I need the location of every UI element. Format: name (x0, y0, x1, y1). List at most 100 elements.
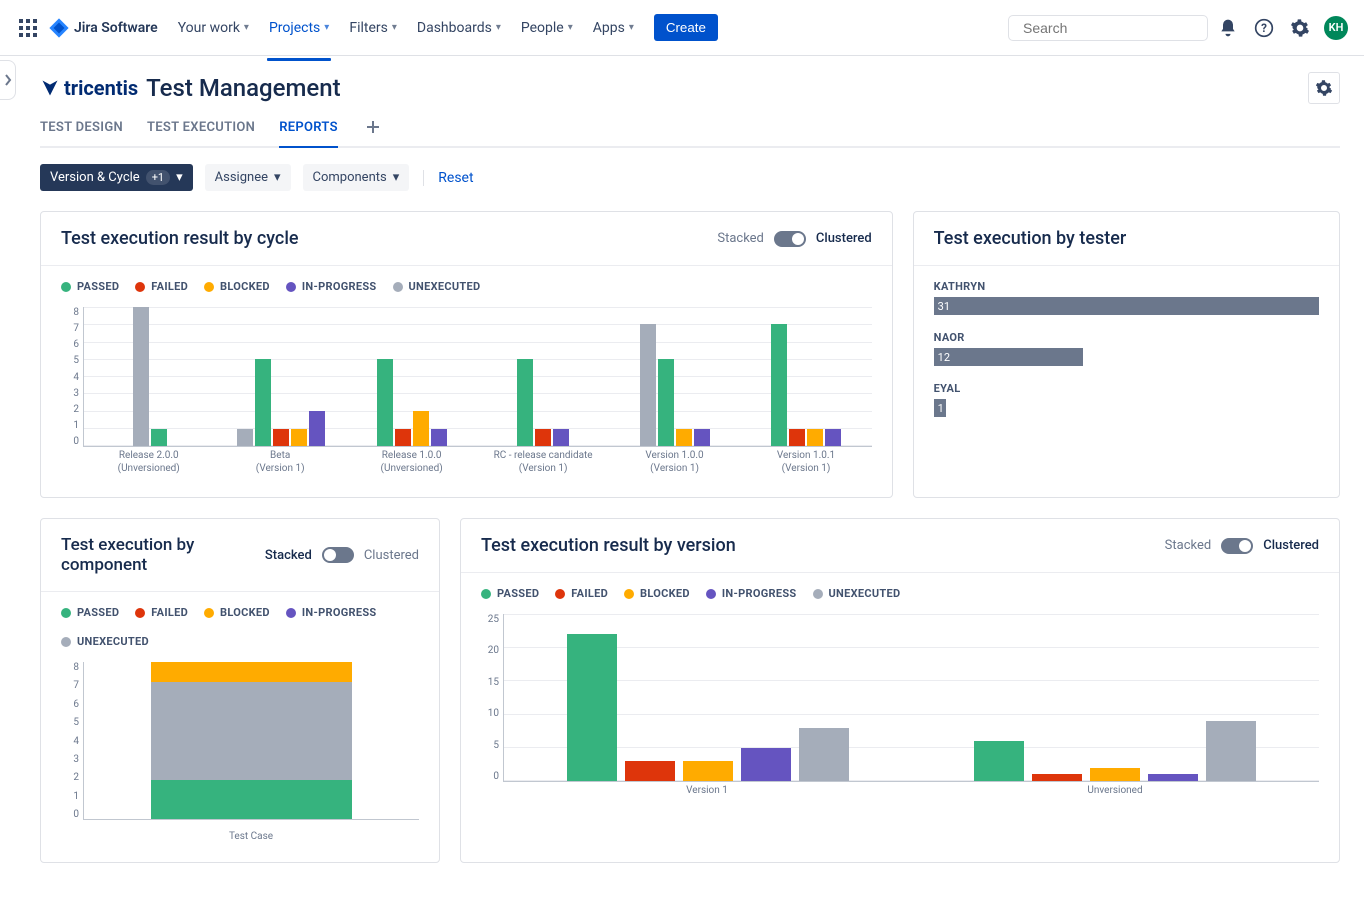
nav-item-projects[interactable]: Projects▾ (261, 12, 337, 44)
filter-row: Version & Cycle +1 ▾ Assignee ▾ Componen… (40, 164, 1340, 191)
legend-blocked: BLOCKED (624, 587, 690, 600)
component-toggle-switch[interactable] (322, 547, 354, 563)
cycle-cluster (347, 307, 478, 446)
bar-passed (255, 359, 271, 446)
nav-item-apps[interactable]: Apps▾ (585, 12, 642, 44)
cycle-x-label: Release 1.0.0(Unversioned) (346, 449, 477, 477)
bar-blocked (291, 429, 307, 446)
chevron-down-icon: ▾ (568, 22, 573, 33)
legend-passed: PASSED (61, 606, 119, 619)
search-input[interactable] (1023, 20, 1204, 36)
version-toggle-switch[interactable] (1221, 538, 1253, 554)
cycle-cluster (215, 307, 346, 446)
tester-bar: 12 (934, 348, 1083, 366)
card-version-title: Test execution result by version (481, 535, 736, 556)
filter-version-cycle[interactable]: Version & Cycle +1 ▾ (40, 164, 193, 191)
bar-unexecuted (640, 324, 656, 446)
reset-filters-link[interactable]: Reset (423, 170, 473, 186)
card-tester: Test execution by tester KATHRYN31NAOR12… (913, 211, 1340, 498)
tester-row: NAOR12 (934, 331, 1319, 366)
global-settings-icon[interactable] (1284, 12, 1316, 44)
component-legend: PASSED FAILED BLOCKED IN-PROGRESS UNEXECUTED (61, 606, 419, 648)
version-x-label: Version 1 (503, 784, 911, 804)
jira-logo[interactable]: Jira Software (48, 17, 158, 39)
chevron-down-icon: ▾ (324, 22, 329, 33)
card-component-title: Test execution by component (61, 535, 265, 575)
chevron-down-icon: ▾ (392, 22, 397, 33)
search-box[interactable] (1008, 15, 1208, 41)
jira-logo-text: Jira Software (74, 20, 158, 36)
component-y-axis: 876543210 (61, 662, 79, 820)
cycle-x-labels: Release 2.0.0(Unversioned)Beta(Version 1… (83, 449, 872, 477)
stack-seg-unexecuted (151, 682, 352, 780)
bar-blocked (1090, 768, 1140, 781)
app-switcher-icon[interactable] (12, 12, 44, 44)
bar-unexecuted (133, 307, 149, 446)
stack-seg-blocked (151, 662, 352, 682)
cycle-x-label: Version 1.0.1(Version 1) (740, 449, 871, 477)
version-x-label: Unversioned (911, 784, 1319, 804)
cycle-cluster (478, 307, 609, 446)
nav-item-filters[interactable]: Filters▾ (341, 12, 405, 44)
avatar-initials: KH (1324, 16, 1348, 40)
chevron-down-icon: ▾ (274, 170, 281, 185)
cycle-y-axis: 876543210 (61, 307, 79, 447)
nav-items: Your work▾Projects▾Filters▾Dashboards▾Pe… (170, 12, 642, 44)
chevron-down-icon: ▾ (176, 170, 183, 185)
cycle-plot (83, 307, 872, 447)
page: tricentis Test Management TEST DESIGN TES… (0, 56, 1364, 907)
cycle-x-label: Release 2.0.0(Unversioned) (83, 449, 214, 477)
cycle-toggle-switch[interactable] (774, 231, 806, 247)
bar-passed (658, 359, 674, 446)
bar-failed (625, 761, 675, 781)
bar-passed (151, 429, 167, 446)
bar-unexecuted (799, 728, 849, 781)
legend-unexecuted: UNEXECUTED (61, 635, 149, 648)
bar-in_progress (309, 411, 325, 446)
nav-item-people[interactable]: People▾ (513, 12, 581, 44)
nav-item-dashboards[interactable]: Dashboards▾ (409, 12, 509, 44)
bar-passed (771, 324, 787, 446)
legend-blocked: BLOCKED (204, 606, 270, 619)
create-button[interactable]: Create (654, 14, 718, 41)
bar-passed (377, 359, 393, 446)
card-cycle: Test execution result by cycle Stacked C… (40, 211, 893, 498)
legend-unexecuted: UNEXECUTED (813, 587, 901, 600)
help-icon[interactable]: ? (1248, 12, 1280, 44)
page-title-text: Test Management (146, 74, 340, 102)
bar-failed (789, 429, 805, 446)
bar-passed (517, 359, 533, 446)
version-cluster (504, 614, 912, 781)
legend-failed: FAILED (135, 606, 188, 619)
tab-reports[interactable]: REPORTS (279, 112, 338, 146)
chevron-down-icon: ▾ (244, 22, 249, 33)
nav-item-your-work[interactable]: Your work▾ (170, 12, 257, 44)
tester-bar: 1 (934, 399, 946, 417)
page-settings-button[interactable] (1308, 72, 1340, 104)
page-title: tricentis Test Management (40, 74, 341, 102)
tester-row: KATHRYN31 (934, 280, 1319, 315)
legend-passed: PASSED (61, 280, 119, 293)
legend-in_progress: IN-PROGRESS (286, 606, 377, 619)
bar-failed (273, 429, 289, 446)
bar-unexecuted (1206, 721, 1256, 781)
tab-test-execution[interactable]: TEST EXECUTION (147, 112, 255, 146)
bar-blocked (807, 429, 823, 446)
filter-components[interactable]: Components ▾ (303, 164, 410, 191)
stack-seg-passed (151, 780, 352, 819)
legend-unexecuted: UNEXECUTED (393, 280, 481, 293)
chevron-down-icon: ▾ (629, 22, 634, 33)
notifications-icon[interactable] (1212, 12, 1244, 44)
tester-bar: 31 (934, 297, 1319, 315)
tab-test-design[interactable]: TEST DESIGN (40, 112, 123, 146)
card-cycle-title: Test execution result by cycle (61, 228, 299, 249)
tester-row: EYAL1 (934, 382, 1319, 417)
sidebar-expand-handle[interactable] (0, 60, 16, 100)
add-tab-button[interactable] (362, 112, 384, 146)
user-avatar[interactable]: KH (1320, 12, 1352, 44)
bar-in_progress (431, 429, 447, 446)
legend-in_progress: IN-PROGRESS (286, 280, 377, 293)
version-x-labels: Version 1Unversioned (503, 784, 1319, 804)
filter-assignee[interactable]: Assignee ▾ (205, 164, 291, 191)
chevron-down-icon: ▾ (496, 22, 501, 33)
